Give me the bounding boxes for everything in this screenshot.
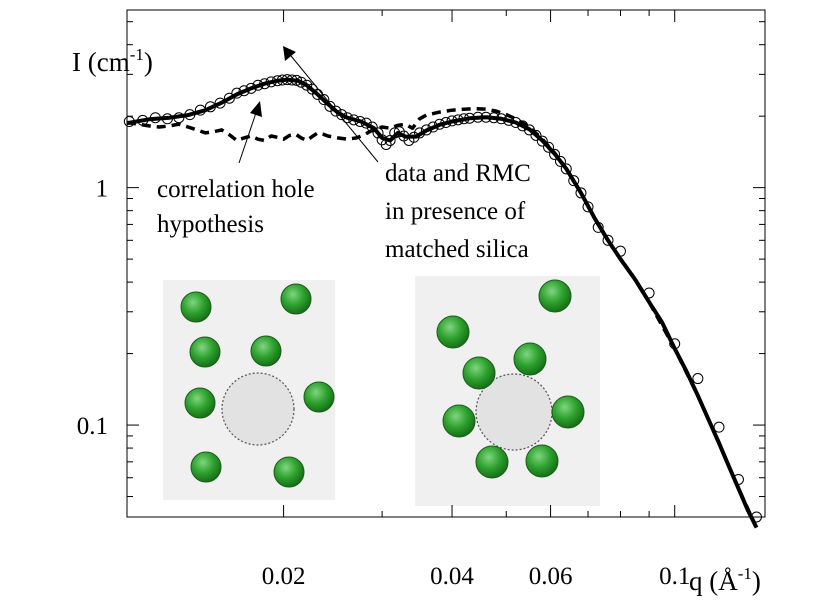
annotation-arrow: [286, 50, 379, 163]
annotation-line: data and RMC: [385, 160, 531, 187]
data-point-circle: [372, 127, 384, 139]
data-point-circle: [517, 120, 529, 132]
data-point-circle: [575, 187, 587, 199]
particle: [462, 356, 496, 390]
hole-left: [221, 372, 295, 446]
annotation-data-rmc: data and RMC in presence of matched sili…: [283, 46, 531, 263]
annotation-line: in presence of: [385, 198, 526, 225]
series-group: [123, 74, 762, 529]
particle: [250, 335, 282, 367]
data-point-circle: [330, 105, 342, 117]
x-tick-label: 0.1: [659, 563, 690, 590]
particle: [525, 444, 559, 478]
data-point-circle: [214, 97, 226, 109]
particle: [273, 456, 305, 488]
particle: [303, 381, 335, 413]
data-point-circle: [223, 92, 235, 104]
data-point-circle: [549, 148, 561, 160]
y-tick-label: 1: [96, 176, 109, 203]
data-point-circle: [530, 129, 542, 141]
particle: [189, 336, 221, 368]
particle: [442, 404, 476, 438]
particle: [436, 315, 470, 349]
arrowhead: [283, 46, 296, 61]
inset-correlation-hole: [163, 280, 335, 500]
data-point-circle: [692, 373, 704, 385]
annotation-correlation-hole: correlation hole hypothesis: [157, 101, 315, 238]
x-axis-label: q (Å-1): [689, 564, 761, 596]
y-tick-label: 0.1: [77, 413, 108, 440]
particle: [475, 445, 509, 479]
annotation-line: hypothesis: [157, 211, 264, 238]
data-point-circle: [602, 234, 614, 246]
particle: [513, 342, 547, 376]
data-point-circle: [568, 175, 580, 187]
hypothesis-dashed-line: [126, 106, 759, 529]
particle: [190, 451, 222, 483]
tick-labels: 0.02 0.04 0.06 0.1 0.1 1: [77, 176, 691, 590]
rmc-solid-line: [126, 77, 759, 529]
x-tick-label: 0.06: [529, 563, 573, 590]
inset-matched-silica: [415, 276, 600, 506]
data-point-circle: [536, 135, 548, 147]
plot-frame: [126, 9, 766, 518]
particle: [551, 395, 585, 429]
annotation-line: matched silica: [385, 236, 529, 263]
data-point-circle: [543, 141, 555, 153]
particle: [280, 283, 312, 315]
arrowhead: [250, 101, 262, 117]
y-axis-label: I (cm-1): [72, 45, 153, 77]
particle: [538, 279, 572, 313]
x-tick-label: 0.04: [430, 563, 474, 590]
axis-ticks: [127, 10, 765, 517]
data-point-circle: [336, 109, 348, 121]
data-point-circle: [301, 79, 313, 91]
annotation-line: correlation hole: [157, 176, 315, 203]
x-tick-label: 0.02: [262, 563, 306, 590]
data-point-circle: [560, 163, 572, 175]
data-point-circle: [554, 155, 566, 167]
particle: [180, 291, 212, 323]
particle: [184, 387, 216, 419]
data-point-circle: [318, 94, 330, 106]
